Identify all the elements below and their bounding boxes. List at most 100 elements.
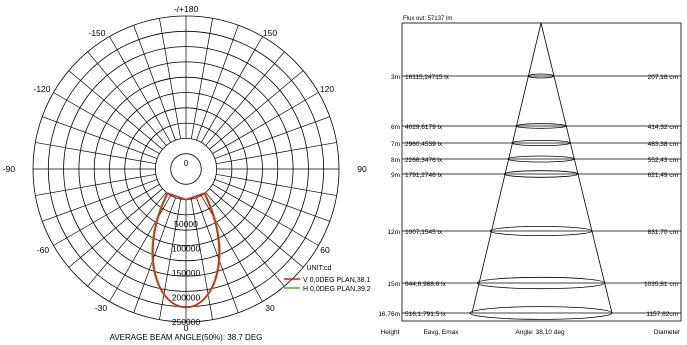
polar-spoke — [109, 36, 172, 143]
row-illuminance: 4029,6179 lx — [405, 124, 443, 131]
polar-spoke — [109, 195, 172, 302]
row-illuminance: 516,1,791,5 lx — [405, 311, 447, 318]
polar-spoke — [190, 18, 213, 139]
footer-eavg: Eavg, Emax — [423, 329, 459, 336]
angle-label: 30 — [265, 303, 275, 313]
polar-spoke — [216, 142, 337, 165]
row-illuminance: 2960,4539 lx — [405, 141, 443, 148]
polar-spoke — [68, 188, 163, 268]
row-illuminance: 2266,3476 lx — [405, 157, 443, 164]
beam-angle-footer: AVERAGE BEAM ANGLE(50%): 38.7 DEG — [110, 333, 263, 342]
row-diameter: 1157,62cm — [646, 311, 678, 318]
polar-spoke — [68, 70, 163, 150]
angle-label: 0 — [184, 323, 189, 333]
polar-spoke — [159, 199, 182, 320]
polar-spoke — [209, 188, 304, 268]
cone-row: 7m 2960,4539 lx 483,38 cm — [391, 139, 681, 148]
cone-edge-right — [540, 22, 613, 314]
row-diameter: 1035,81 cm — [644, 281, 678, 288]
radial-label: 150000 — [172, 268, 201, 278]
polar-spoke — [42, 116, 158, 159]
cone-frame — [401, 22, 682, 322]
angle-label: 120 — [320, 84, 334, 94]
row-height: 9m — [391, 172, 400, 179]
polar-spoke — [190, 199, 213, 320]
row-height: 3m — [391, 74, 400, 81]
unit-label: UNIT:cd — [307, 265, 332, 272]
polar-curves — [151, 192, 221, 309]
beam-ellipse — [476, 276, 606, 290]
row-height: 16,76m — [378, 311, 400, 318]
cone-row: 3m 16115,24715 lx 207,16 cm — [391, 73, 681, 81]
cone-row: 6m 4029,6179 lx 414,32 cm — [391, 123, 681, 131]
polar-spoke — [42, 179, 158, 222]
beam-ellipse — [507, 155, 575, 163]
row-diameter: 207,16 cm — [648, 74, 678, 81]
polar-grid — [32, 15, 340, 323]
polar-spoke — [214, 179, 330, 222]
polar-legend: UNIT:cd V 0,0DEG PLAN,38.1 H 0,0DEG PLAN… — [284, 265, 371, 293]
angle-label: 60 — [320, 245, 330, 255]
polar-labels: -/+180 -150 150 -120 120 -90 90 -60 60 -30 30 0 0 500… — [3, 4, 367, 333]
row-diameter: 483,38 cm — [648, 141, 678, 148]
polar-spoke — [200, 36, 263, 143]
polar-spoke — [133, 25, 176, 141]
angle-label: -60 — [37, 245, 50, 255]
row-diameter: 414,32 cm — [648, 124, 678, 131]
polar-spoke — [214, 116, 330, 159]
angle-label: 150 — [263, 28, 277, 38]
angle-label: -120 — [33, 84, 50, 94]
beam-ellipse — [511, 139, 571, 146]
beam-ellipse — [515, 123, 567, 129]
radial-label: 50000 — [174, 219, 198, 229]
footer-diameter: Diameter — [654, 329, 681, 336]
row-illuminance: 16115,24715 lx — [405, 74, 450, 81]
legend-v-label: V 0,0DEG PLAN,38.1 — [303, 277, 370, 284]
polar-spoke — [209, 70, 304, 150]
polar-spoke — [205, 51, 285, 146]
row-illuminance: 1791,2746 lx — [405, 172, 443, 179]
beam-ellipse — [489, 225, 593, 236]
angle-label: -90 — [3, 164, 16, 174]
radial-label: 200000 — [172, 293, 201, 303]
beam-ellipse — [469, 306, 613, 320]
polar-spoke — [200, 195, 263, 302]
v-plane-curve — [152, 192, 220, 309]
polar-spoke — [196, 197, 239, 313]
cone-edge-left — [471, 22, 542, 314]
row-illuminance: 644,6,988,6 lx — [405, 281, 447, 288]
polar-spoke — [196, 25, 239, 141]
center-label: 0 — [184, 159, 189, 168]
beam-ellipse — [527, 73, 555, 79]
polar-spoke — [205, 192, 285, 287]
polar-spoke — [87, 51, 167, 146]
row-diameter: 552,43 cm — [648, 157, 678, 164]
polar-spoke — [35, 173, 156, 196]
row-height: 12m — [387, 229, 400, 236]
row-height: 15m — [387, 281, 400, 288]
cone-row: 9m 1791,2746 lx 621,49 cm — [391, 170, 681, 179]
polar-ring — [170, 153, 202, 185]
row-illuminance: 1007,1545 lx — [405, 229, 443, 236]
cone-row: 16,76m 516,1,791,5 lx 1157,62cm — [378, 306, 681, 320]
cone-row: 12m 1007,1545 lx 831,70 cm — [387, 225, 681, 236]
angle-label: 90 — [357, 164, 367, 174]
radial-label: 100000 — [172, 244, 201, 254]
row-height: 8m — [391, 157, 400, 164]
row-height: 7m — [391, 141, 400, 148]
polar-spoke — [216, 173, 337, 196]
angle-label: -150 — [88, 28, 105, 38]
legend-h-label: H 0,0DEG PLAN,39.2 — [303, 286, 371, 293]
row-diameter: 621,49 cm — [648, 172, 678, 179]
polar-spoke — [212, 183, 319, 246]
cone-row: 15m 644,6,988,6 lx 1035,81 cm — [387, 276, 681, 290]
flux-label: Flux out: 57137 lm — [403, 16, 452, 22]
footer-height: Height — [381, 329, 400, 336]
footer-angle: Angle: 38,10 deg — [515, 329, 565, 336]
angle-label: -30 — [95, 303, 108, 313]
radial-label: 250000 — [172, 317, 201, 327]
beam-ellipse — [503, 170, 579, 178]
row-height: 6m — [391, 124, 400, 131]
